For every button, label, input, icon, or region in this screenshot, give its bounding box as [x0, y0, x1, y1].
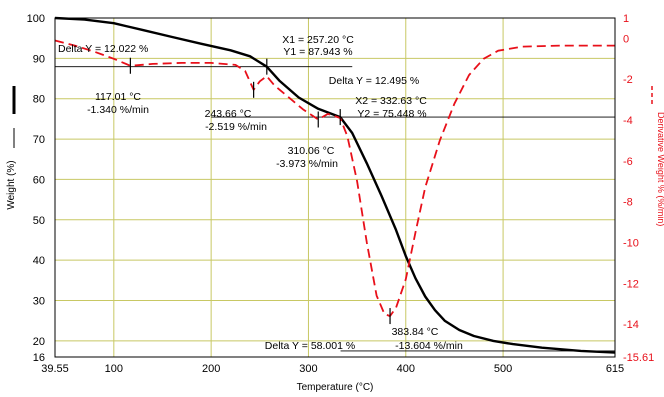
annotation-text: -2.519 %/min	[205, 121, 267, 133]
y2-tick-label: -2	[623, 74, 633, 86]
annotation-text: 243.66 °C	[205, 108, 252, 120]
y2-tick-label: 1	[623, 13, 629, 25]
annotation-text: -1.340 %/min	[87, 104, 149, 116]
x-tick-label: 200	[202, 363, 220, 375]
y2-tick-label: -12	[623, 278, 639, 290]
annotations: Delta Y = 12.022 % 117.01 °C-1.340 %/min X…	[58, 34, 463, 352]
y2-tick-label: -4	[623, 115, 633, 127]
y-tick-label: 20	[33, 336, 45, 348]
y2-tick-label: 0	[623, 33, 629, 45]
y-tick-label: 60	[33, 174, 45, 186]
x-tick-label: 300	[299, 363, 317, 375]
annotation-text: 310.06 °C	[288, 145, 335, 157]
annotation-text: Y2 = 75.448 %	[357, 108, 426, 120]
y-axis-label: Weight (%)	[6, 160, 17, 209]
y2-axis-label: Derivative Weight % (%/min)	[656, 112, 664, 226]
x-tick-label: 615	[606, 363, 624, 375]
markers-group	[129, 57, 391, 325]
annotation-text: X1 = 257.20 °C	[282, 34, 354, 46]
y-tick-label: 30	[33, 296, 45, 308]
x-tick-label: 39.55	[41, 363, 69, 375]
weight-line	[54, 16, 616, 354]
x-axis-label: Temperature (°C)	[297, 382, 374, 393]
y-tick-label: 80	[33, 94, 45, 106]
annotation-text: 117.01 °C	[95, 91, 141, 103]
y2-tick-label: -15.61	[623, 352, 654, 364]
y2-tick-label: -14	[623, 319, 639, 331]
x-tick-label: 100	[105, 363, 123, 375]
annotation-text: -3.973 %/min	[276, 158, 338, 170]
annotation-text: Delta Y = 58.001 %	[265, 340, 355, 352]
plot-frame	[54, 17, 616, 358]
annotation-text: -13.604 %/min	[395, 340, 463, 352]
annotation-text: Y1 = 87.943 %	[283, 46, 352, 58]
tick-labels: 39.55 100 200 300 400 500 61510090807060504030…	[27, 13, 655, 375]
y-tick-label: 100	[27, 13, 45, 25]
y-tick-label: 70	[33, 134, 45, 146]
y-tick-label: 90	[33, 53, 45, 65]
y-tick-label: 40	[33, 255, 45, 267]
y2-tick-label: -8	[623, 197, 633, 209]
y2-tick-label: -6	[623, 156, 633, 168]
y-tick-label: 50	[33, 215, 45, 227]
grid	[55, 18, 615, 357]
annotation-text: Delta Y = 12.022 %	[58, 43, 148, 55]
annotation-text: 383.84 °C	[392, 326, 439, 338]
x-tick-label: 400	[397, 363, 415, 375]
annotation-text: Delta Y = 12.495 %	[329, 75, 419, 87]
y2-tick-label: -10	[623, 238, 639, 250]
annotation-text: X2 = 332.63 °C	[355, 95, 427, 107]
y-tick-label: 16	[33, 352, 45, 364]
x-tick-label: 500	[494, 363, 512, 375]
